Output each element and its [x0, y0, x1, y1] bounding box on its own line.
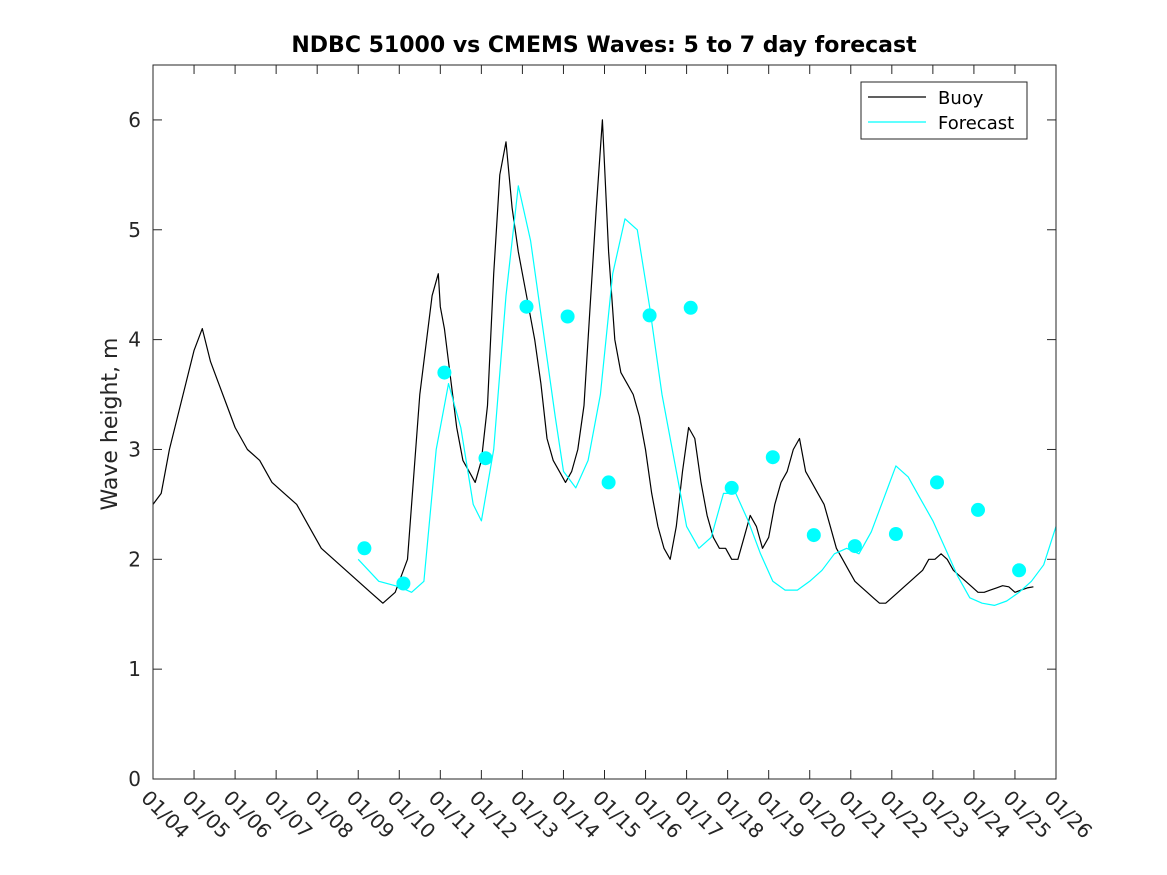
y-tick-label: 4: [128, 328, 141, 352]
forecast-marker: [396, 576, 411, 591]
forecast-marker: [930, 475, 944, 490]
forecast-marker: [847, 539, 862, 554]
series-line-buoy: [152, 119, 1034, 604]
forecast-marker: [683, 300, 698, 315]
forecast-marker: [724, 480, 739, 495]
y-tick-label: 1: [128, 657, 141, 681]
forecast-marker: [806, 528, 821, 543]
legend-box: [860, 81, 1028, 140]
legend: Buoy Forecast: [860, 81, 1028, 140]
y-tick-label: 5: [128, 218, 141, 242]
y-tick-label: 3: [128, 437, 141, 461]
forecast-marker: [765, 450, 780, 465]
forecast-marker: [888, 527, 903, 541]
series-line-forecast: [357, 185, 1057, 607]
forecast-marker: [601, 475, 616, 490]
y-tick-label: 0: [128, 767, 141, 791]
forecast-marker: [437, 365, 452, 380]
legend-forecast-label: Forecast: [938, 113, 1014, 134]
forecast-marker: [971, 502, 985, 517]
forecast-marker: [357, 541, 372, 556]
forecast-marker: [642, 308, 657, 323]
series-layer: [152, 119, 1057, 607]
y-tick-label: 2: [128, 547, 141, 571]
marker-layer: [357, 299, 1027, 591]
chart-title: NDBC 51000 vs CMEMS Waves: 5 to 7 day fo…: [291, 33, 917, 58]
plot-background: [153, 65, 1056, 779]
y-tick-label: 6: [128, 108, 141, 132]
plot-area: [153, 65, 1056, 779]
y-axis-label: Wave height, m: [98, 338, 123, 511]
forecast-marker: [560, 309, 575, 324]
forecast-marker: [478, 451, 493, 466]
forecast-marker: [519, 299, 534, 314]
forecast-marker: [1012, 563, 1027, 578]
legend-buoy-label: Buoy: [938, 88, 984, 109]
